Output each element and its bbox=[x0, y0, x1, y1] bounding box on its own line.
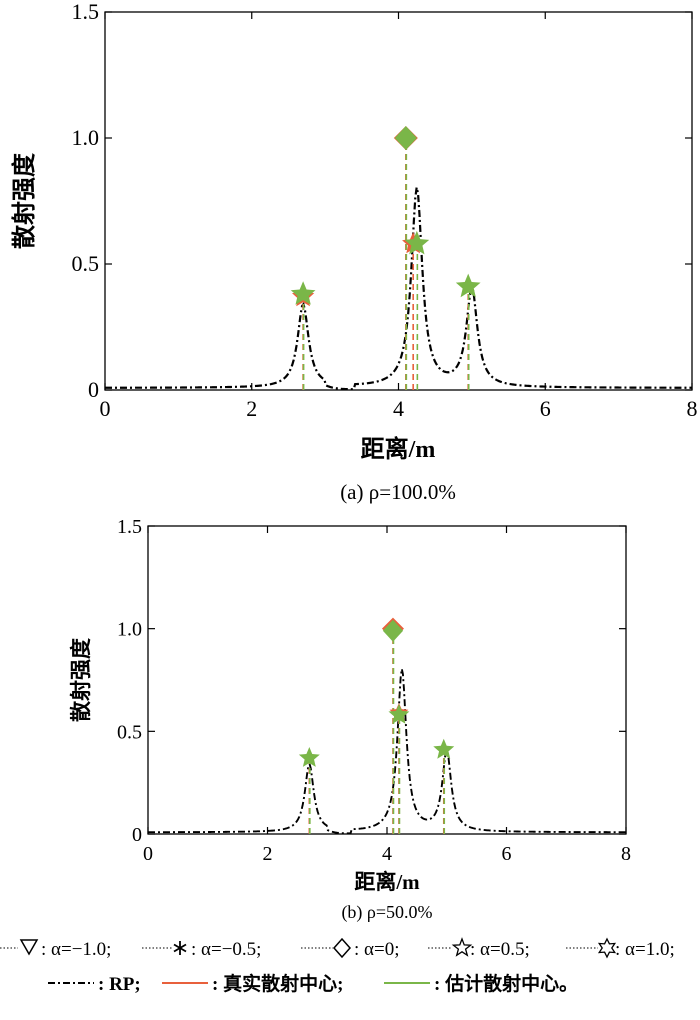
axis-ticks: 0 2 4 6 8 0 0.5 1.0 1.5 bbox=[72, 0, 698, 421]
y-tick-label: 0 bbox=[88, 377, 99, 402]
star-marker bbox=[298, 747, 320, 767]
chart-panel-b: 0 2 4 6 8 0 0.5 1.0 1.5 距离/m 散射强度 (b) ρ=50.0% bbox=[69, 516, 631, 923]
y-axis-label: 散射强度 bbox=[10, 152, 38, 249]
x-axis-label: 距离/m bbox=[354, 870, 420, 894]
legend-label: : α=0; bbox=[354, 939, 399, 960]
legend-label: : α=1.0; bbox=[615, 939, 675, 960]
legend-label: : α=−0.5; bbox=[191, 939, 261, 960]
y-tick-label: 0.5 bbox=[72, 251, 100, 276]
x-tick-label: 2 bbox=[246, 396, 257, 421]
star5-icon bbox=[451, 937, 473, 957]
legend-label: : α=−1.0; bbox=[41, 939, 111, 960]
x-tick-label: 6 bbox=[502, 843, 512, 865]
star-marker bbox=[433, 738, 455, 759]
plot-frame bbox=[104, 11, 693, 391]
y-tick-label: 1.0 bbox=[117, 619, 142, 641]
legend-label: : α=0.5; bbox=[470, 939, 530, 960]
star-marker bbox=[290, 281, 316, 305]
legend-label: : RP; bbox=[98, 974, 141, 995]
legend: : α=−1.0; : α=−0.5; : α=0; : α=0.5; : α=… bbox=[0, 937, 675, 995]
star-marker bbox=[404, 230, 430, 255]
star-marker bbox=[455, 273, 481, 298]
x-tick-label: 8 bbox=[687, 396, 698, 421]
x-tick-label: 2 bbox=[263, 843, 273, 865]
y-tick-label: 1.5 bbox=[117, 516, 142, 538]
chart-panel-a: 0 2 4 6 8 0 0.5 1.0 1.5 距离/m 散射强度 (a) ρ=100.0% bbox=[10, 0, 698, 504]
y-tick-label: 0.5 bbox=[117, 721, 142, 743]
diamond-marker bbox=[394, 126, 417, 150]
y-tick-label: 1.5 bbox=[72, 0, 100, 24]
x-tick-label: 6 bbox=[540, 396, 551, 421]
rp-curve bbox=[148, 668, 626, 835]
star6-icon bbox=[597, 937, 617, 959]
diamond-icon bbox=[332, 937, 352, 959]
series-layer bbox=[148, 617, 626, 835]
y-tick-label: 0 bbox=[132, 824, 142, 846]
legend-label: : 估计散射中心。 bbox=[434, 972, 578, 995]
axis-ticks: 0 2 4 6 8 0 0.5 1.0 1.5 bbox=[117, 516, 631, 865]
x-axis-label: 距离/m bbox=[361, 435, 436, 463]
series-layer bbox=[105, 126, 693, 391]
rp-curve bbox=[105, 187, 693, 391]
star-marker bbox=[388, 703, 410, 724]
x-tick-label: 4 bbox=[393, 396, 404, 421]
triangle-down-icon bbox=[19, 939, 39, 956]
chart-caption: (a) ρ=100.0% bbox=[340, 480, 456, 504]
diamond-marker bbox=[382, 619, 404, 642]
x-tick-label: 0 bbox=[143, 843, 153, 865]
chart-caption: (b) ρ=50.0% bbox=[341, 902, 432, 923]
x-tick-label: 4 bbox=[382, 843, 392, 865]
y-axis-label: 散射强度 bbox=[69, 638, 93, 722]
plot-frame bbox=[147, 525, 627, 835]
x-tick-label: 8 bbox=[621, 843, 631, 865]
y-tick-label: 1.0 bbox=[72, 125, 100, 150]
asterisk-icon bbox=[173, 941, 187, 955]
legend-label: : 真实散射中心; bbox=[212, 972, 343, 995]
x-tick-label: 0 bbox=[100, 396, 111, 421]
